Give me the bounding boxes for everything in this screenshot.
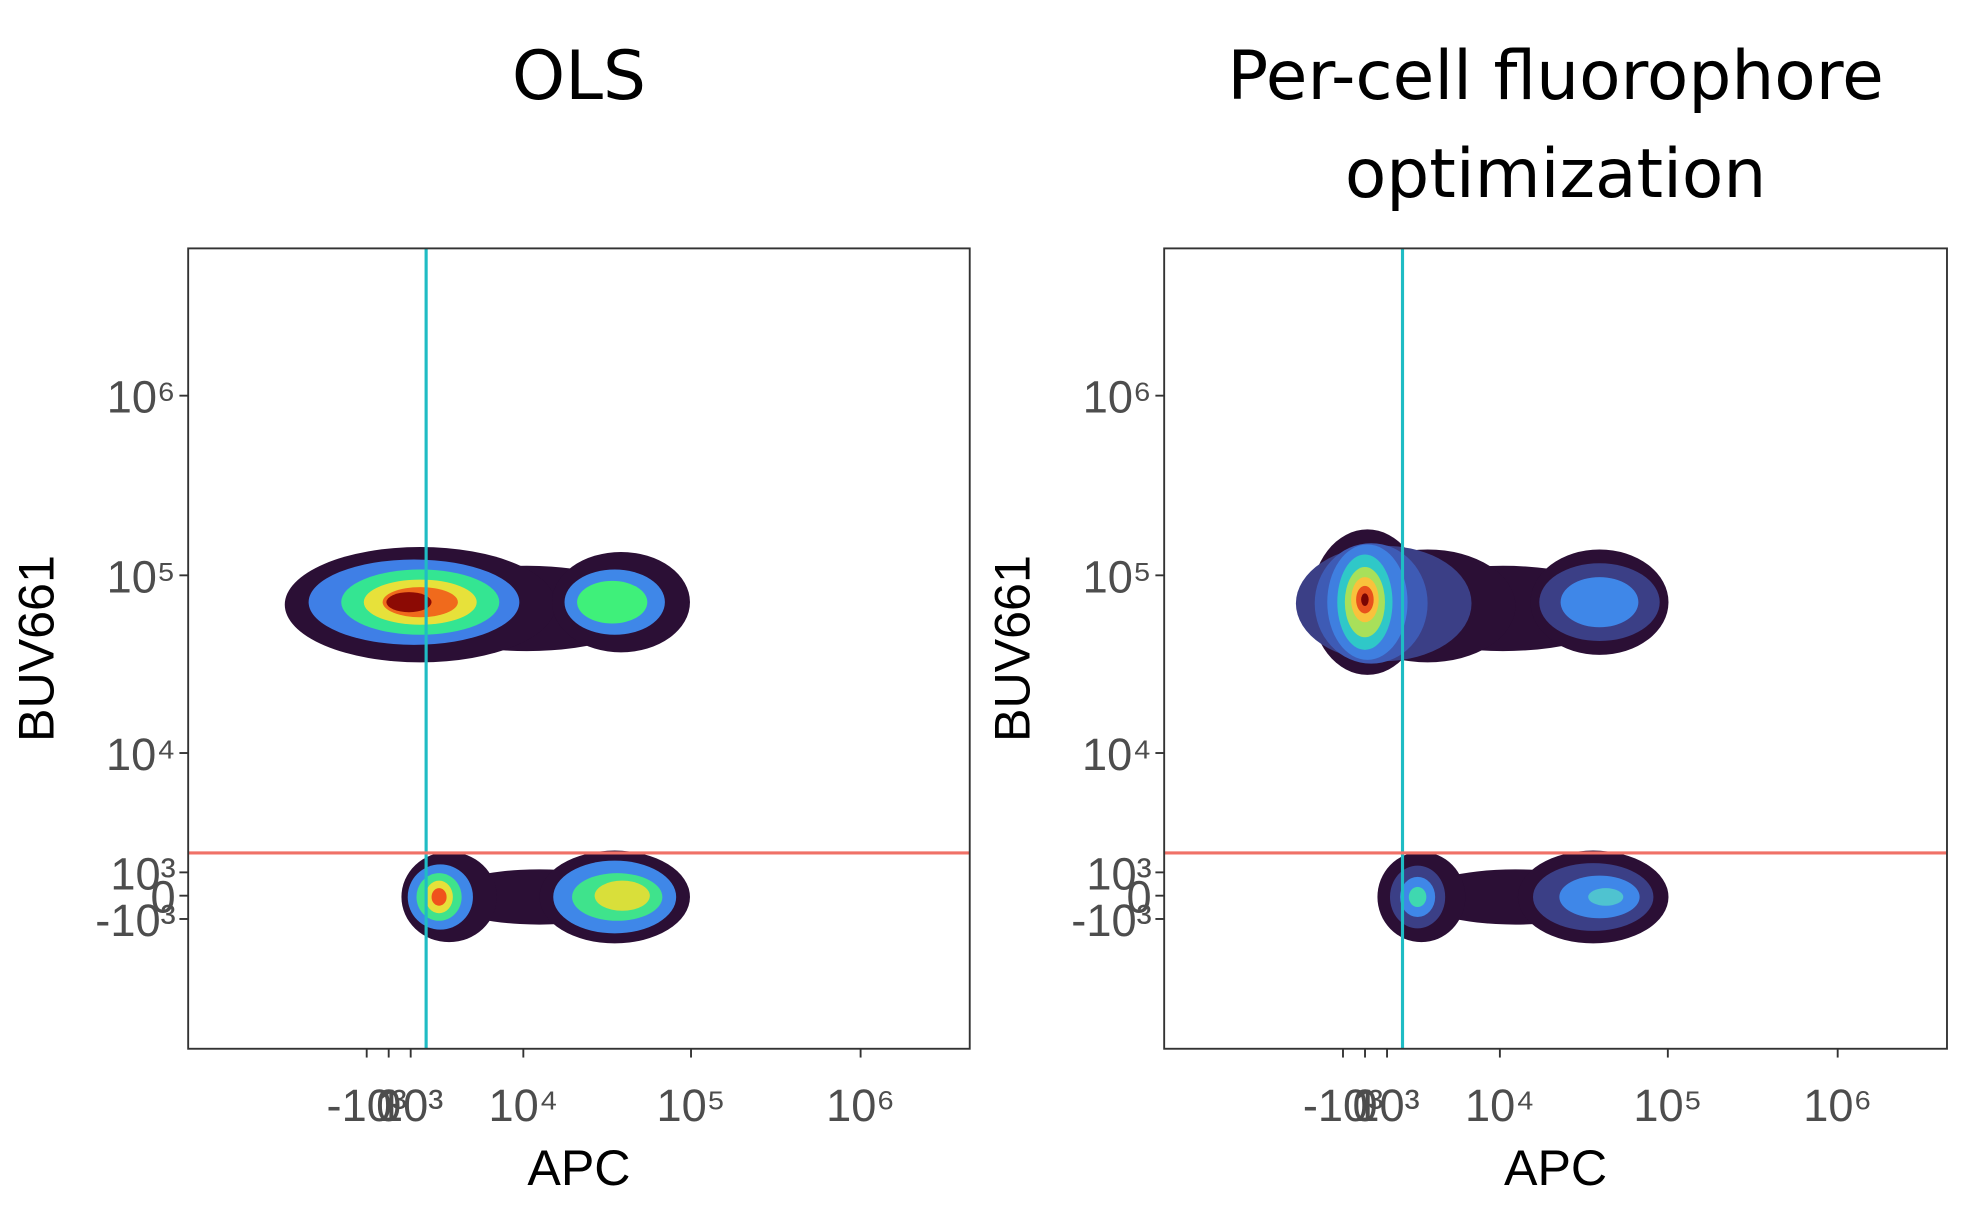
density-contour [386,592,432,613]
x-tick-label: 10³ [378,1080,443,1131]
x-tick-label: 10⁵ [1633,1080,1702,1131]
x-tick-label: -10³ [327,1080,407,1131]
y-tick-label: 0 [151,872,176,923]
density-contour [1361,593,1369,606]
y-tick-label: 10⁶ [107,372,176,423]
y-tick-label: 10⁶ [1083,372,1152,423]
chart-title: OLS [511,36,646,116]
x-tick-label: 10⁶ [1803,1080,1872,1131]
x-tick-label: 10⁶ [826,1080,895,1131]
y-tick-label: 0 [1127,872,1152,923]
x-tick-label: 10³ [1354,1080,1419,1131]
y-tick-label: 10⁴ [106,729,176,780]
y-tick-label: 10³ [110,848,175,899]
plot-frame [187,247,971,1050]
x-axis-title: APC [1504,1140,1607,1196]
x-tick-label: -10³ [1303,1080,1383,1131]
x-tick-label: 0 [376,1080,401,1131]
plot-frame [1163,247,1948,1050]
chart-title: Per-cell fluorophore optimization [1227,36,1884,214]
y-tick-label: -10³ [95,895,175,946]
density-contour [577,580,648,624]
y-axis-title: BUV661 [984,555,1040,742]
y-tick-label: 10⁵ [107,551,176,602]
y-axis-title: BUV661 [8,555,64,742]
x-tick-label: 10⁵ [657,1080,726,1131]
y-tick-label: -10³ [1071,895,1151,946]
density-contour [594,880,650,911]
x-axis-title: APC [527,1140,630,1196]
chart-title-box: OLS [511,36,646,116]
density-contour [431,888,447,906]
y-tick-label: 10⁴ [1082,729,1152,780]
density-contour [1588,888,1624,906]
chart-title-box: Per-cell fluorophore optimization [1227,36,1884,214]
x-tick-label: 0 [1352,1080,1377,1131]
density-contour [1408,886,1427,908]
x-tick-label: 10⁴ [1465,1080,1535,1131]
x-tick-label: 10⁴ [489,1080,559,1131]
y-tick-label: 10³ [1086,848,1151,899]
density-contour [1560,577,1639,628]
y-tick-label: 10⁵ [1083,551,1152,602]
